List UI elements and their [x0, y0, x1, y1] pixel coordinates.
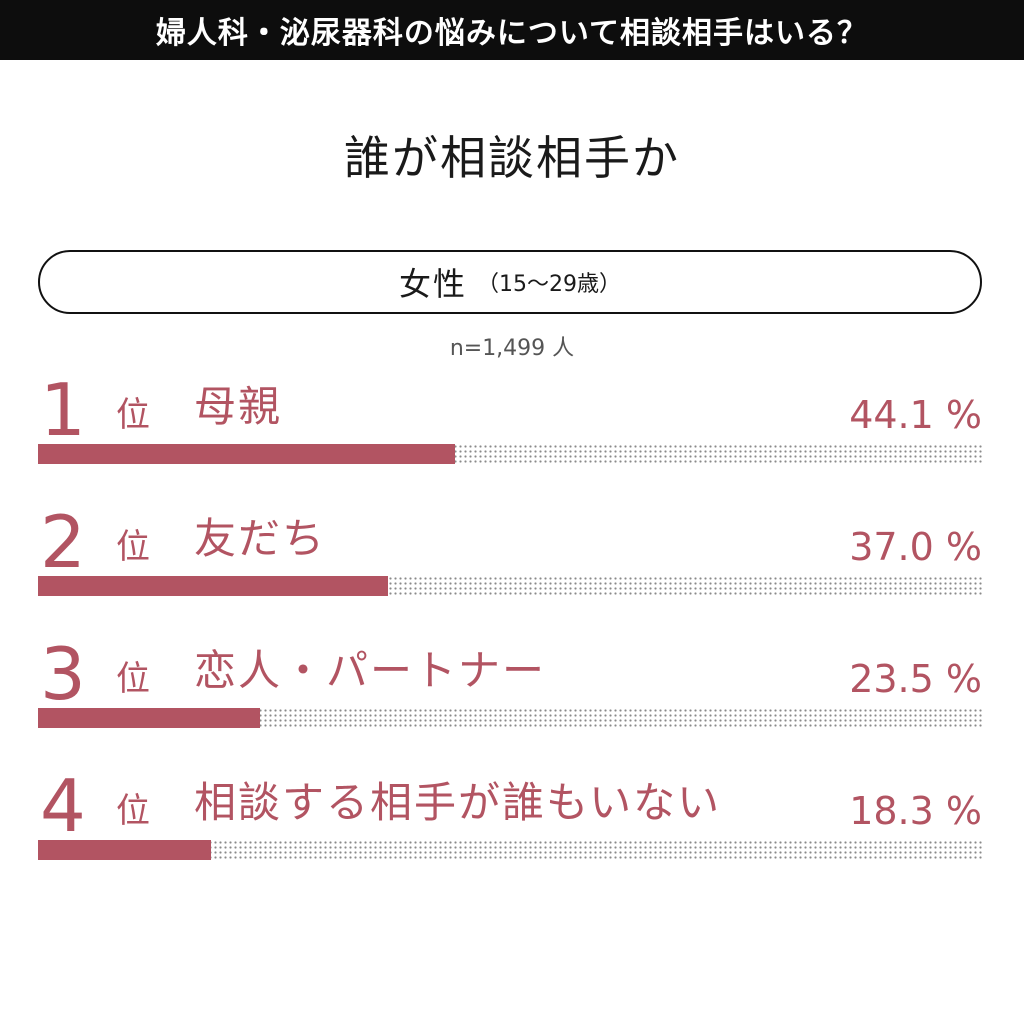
sample-size: n=1,499 人	[449, 336, 575, 361]
rank-unit: 位	[116, 527, 150, 567]
segment-label: 女性	[398, 265, 467, 303]
bar-track	[38, 444, 984, 464]
banner-title: 婦人科・泌尿器科の悩みについて相談相手はいる？	[155, 16, 869, 51]
rank-unit: 位	[116, 659, 150, 699]
segment-age-range: （15〜29歳）	[477, 272, 621, 297]
bar	[38, 576, 388, 596]
category-label: 母親	[194, 382, 283, 431]
bar-track	[38, 840, 984, 860]
bar	[38, 708, 260, 728]
rank-unit: 位	[116, 791, 150, 831]
rank-row: 3 位 恋人・パートナー 23.5 %	[0, 634, 1024, 734]
bar	[38, 840, 211, 860]
rank-number: 3	[40, 632, 86, 716]
bar-track	[38, 576, 984, 596]
chart-heading: 誰が相談相手か	[344, 131, 680, 185]
rank-row: 1 位 母親 44.1 %	[0, 370, 1024, 470]
category-label: 相談する相手が誰もいない	[194, 778, 722, 827]
value-label: 37.0 %	[849, 525, 982, 569]
rank-number: 1	[40, 368, 86, 452]
rank-row: 2 位 友だち 37.0 %	[0, 502, 1024, 602]
category-label: 友だち	[194, 514, 327, 563]
value-label: 44.1 %	[849, 393, 982, 437]
rank-number: 2	[40, 500, 86, 584]
value-label: 18.3 %	[849, 789, 982, 833]
bar-track	[38, 708, 984, 728]
rank-number: 4	[40, 764, 86, 848]
top-banner: 婦人科・泌尿器科の悩みについて相談相手はいる？	[0, 0, 1024, 60]
rank-row: 4 位 相談する相手が誰もいない 18.3 %	[0, 766, 1024, 866]
rank-unit: 位	[116, 395, 150, 435]
category-label: 恋人・パートナー	[194, 646, 547, 695]
bar	[38, 444, 455, 464]
segment-pill: 女性 （15〜29歳）	[38, 250, 982, 314]
value-label: 23.5 %	[849, 657, 982, 701]
